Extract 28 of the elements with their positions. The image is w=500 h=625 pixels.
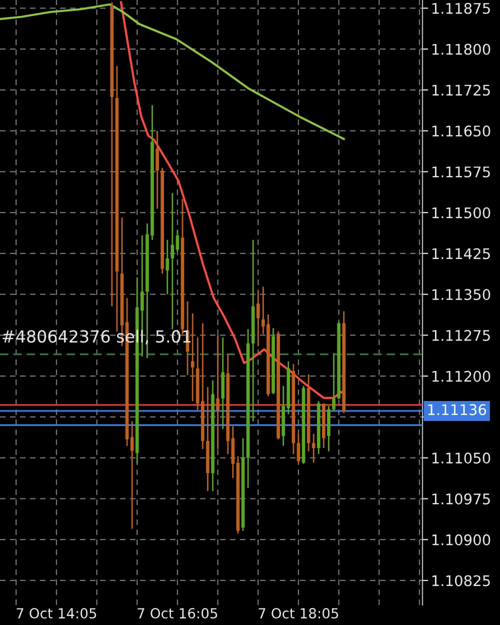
x-tick-label: 7 Oct 16:05 [138, 608, 218, 619]
ref-line-label: 1.11136 [428, 404, 486, 416]
y-tick-label: 1.11200 [432, 370, 490, 382]
y-tick-label: 1.10900 [432, 534, 490, 546]
y-tick-label: 1.11725 [432, 84, 490, 96]
x-tick-label: 7 Oct 18:05 [258, 608, 338, 619]
candlestick [130, 420, 134, 530]
y-tick-label: 1.10975 [432, 493, 490, 504]
y-tick-label: 1.11050 [432, 452, 490, 464]
candlestick [156, 130, 159, 210]
y-tick-label: 1.11350 [432, 289, 490, 300]
candlestick [312, 433, 316, 464]
y-tick-label: 1.11575 [432, 166, 490, 178]
candlestick [256, 290, 260, 347]
y-tick-label: 1.11425 [432, 248, 490, 260]
candlestick [170, 192, 174, 330]
y-tick-label: 1.11650 [432, 126, 490, 137]
y-tick-label: 1.11800 [432, 44, 490, 55]
candlestick [332, 352, 336, 412]
candlestick [166, 239, 170, 296]
y-tick-label: 1.11500 [432, 207, 490, 218]
y-tick-label: 1.11875 [432, 2, 490, 14]
candlestick [190, 312, 194, 402]
candlestick [296, 433, 300, 464]
y-tick-label: 1.11275 [432, 330, 490, 341]
x-tick-label: 7 Oct 14:05 [16, 608, 96, 619]
candlestick [216, 334, 220, 450]
y-tick-label: 1.10825 [432, 575, 490, 586]
